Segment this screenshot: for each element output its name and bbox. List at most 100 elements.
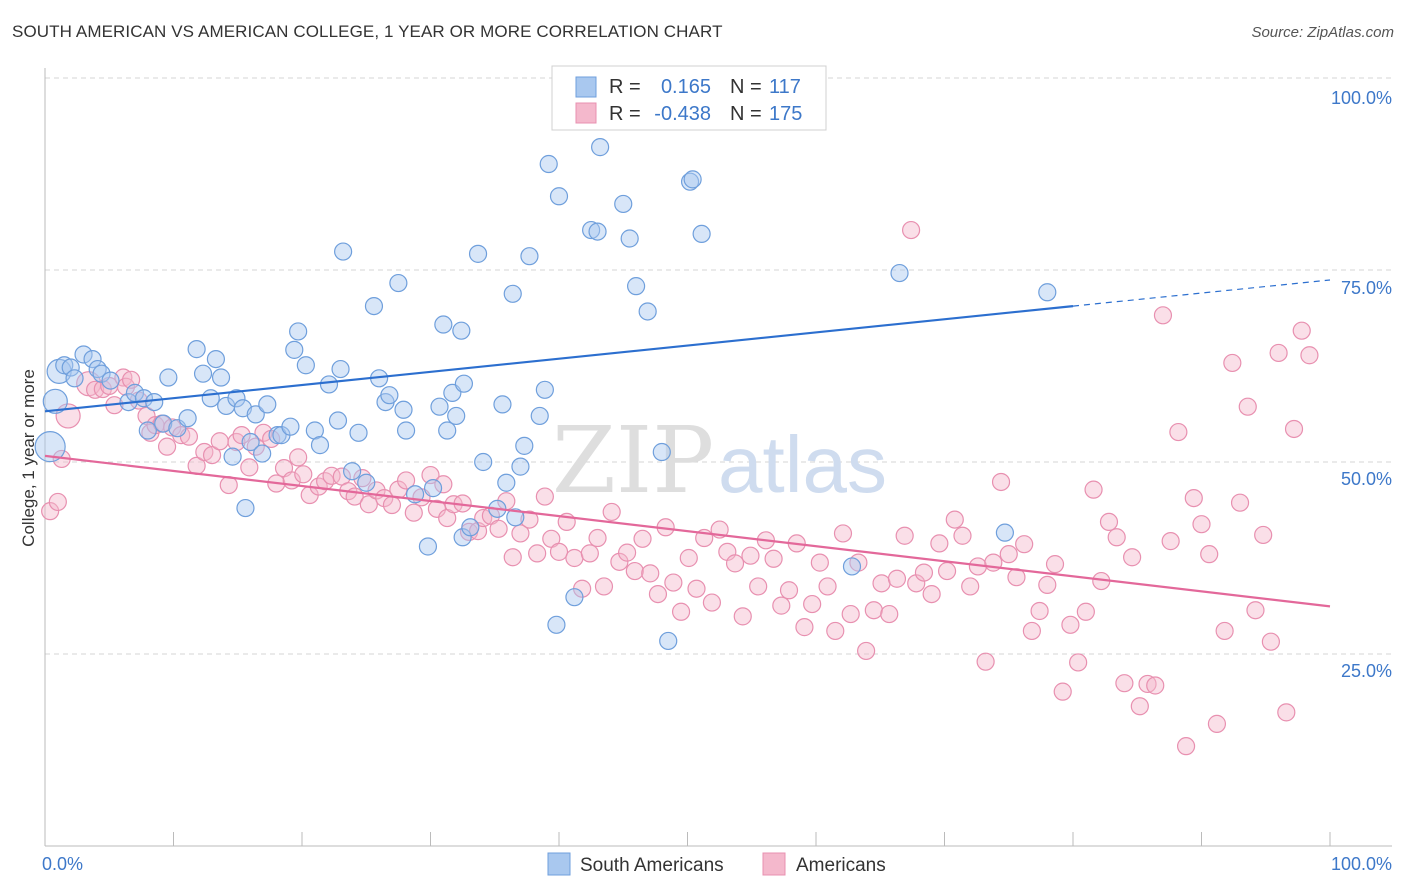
south-americans-point (454, 374, 474, 393)
americans-point (427, 499, 447, 518)
americans-point (725, 554, 745, 573)
south-americans-point (539, 154, 558, 174)
americans-point (687, 579, 706, 598)
south-americans-point (201, 389, 220, 408)
south-americans-point (246, 405, 265, 424)
americans-point (1261, 632, 1280, 651)
americans-point (210, 432, 229, 451)
series-legend: South Americans Americans (547, 852, 886, 876)
americans-point (1015, 535, 1034, 554)
americans-point (1138, 674, 1157, 694)
americans-point (1084, 480, 1103, 499)
americans-point (810, 553, 829, 572)
south-americans-point (652, 442, 671, 462)
americans-point (937, 561, 957, 581)
chart-title: SOUTH AMERICAN VS AMERICAN COLLEGE, 1 YE… (12, 22, 723, 41)
americans-point (953, 526, 972, 545)
watermark-zip: ZIP (552, 407, 714, 514)
americans-point (434, 475, 453, 494)
americans-point (549, 542, 569, 561)
legend-r-label-1: R = (609, 76, 641, 98)
americans-point (991, 472, 1011, 492)
americans-point (880, 604, 899, 624)
americans-point (826, 621, 845, 641)
series-legend-swatch-americans[interactable] (762, 852, 786, 876)
south-americans-point (349, 423, 368, 442)
americans-point (294, 465, 313, 484)
y-tick-label-25: 25.0% (1341, 661, 1392, 681)
americans-point (396, 471, 416, 490)
americans-point (795, 618, 814, 637)
americans-point (633, 529, 652, 548)
south-americans-point (83, 349, 102, 369)
americans-point (1107, 528, 1126, 547)
south-americans-point (468, 244, 488, 263)
americans-point (976, 652, 995, 671)
americans-trend-line (44, 454, 1331, 608)
americans-point (1238, 397, 1257, 416)
south-americans-points (34, 68, 1057, 651)
americans-point (1300, 346, 1319, 365)
south-americans-point (328, 411, 348, 430)
south-americans-point (187, 340, 206, 359)
south-americans-point (281, 417, 300, 436)
americans-point (764, 549, 783, 568)
south-americans-point (503, 284, 522, 303)
americans-point (914, 563, 934, 582)
y-tick-label-50: 50.0% (1341, 469, 1392, 489)
americans-point (404, 503, 423, 522)
south-americans-point (680, 172, 700, 191)
south-americans-point (227, 389, 246, 408)
americans-point (375, 488, 394, 508)
source-label: Source: ZipAtlas.com (1251, 24, 1394, 41)
south-americans-point (565, 588, 584, 607)
south-americans-point (452, 321, 471, 340)
americans-point (872, 574, 891, 593)
south-americans-point (34, 431, 66, 463)
south-americans-point (285, 340, 304, 359)
americans-point (1115, 674, 1134, 693)
americans-point (1246, 601, 1265, 620)
south-americans-point (1038, 283, 1057, 302)
americans-point (1022, 621, 1041, 641)
americans-point (232, 426, 251, 445)
legend-box (551, 65, 827, 131)
americans-point (1153, 306, 1173, 325)
south-americans-point (178, 409, 197, 428)
americans-point (833, 524, 853, 543)
south-americans-trend-extension (1072, 279, 1331, 307)
south-americans-point (241, 432, 260, 452)
south-americans-point (310, 436, 330, 455)
americans-point (322, 466, 341, 485)
americans-point (741, 546, 760, 565)
legend-r-label-2: R = (609, 103, 641, 125)
south-americans-point (223, 447, 242, 466)
series-legend-swatch-south-americans[interactable] (547, 852, 571, 876)
americans-point (565, 548, 584, 568)
americans-point (602, 502, 621, 522)
americans-point (749, 577, 768, 596)
americans-point (1184, 488, 1203, 508)
americans-point (1292, 321, 1311, 340)
south-americans-point (331, 359, 350, 379)
south-americans-point (434, 315, 453, 334)
south-americans-point (520, 247, 539, 266)
south-americans-point (145, 392, 164, 412)
americans-point (803, 594, 822, 614)
x-tick-label-max: 100.0% (1331, 854, 1392, 874)
americans-point (610, 552, 629, 571)
watermark: ZIP atlas (552, 407, 887, 514)
americans-point (511, 524, 530, 543)
series-legend-label-south-americans[interactable]: South Americans (580, 855, 724, 876)
series-legend-label-americans[interactable]: Americans (796, 855, 886, 876)
south-americans-point (453, 528, 472, 547)
south-americans-point (530, 406, 549, 426)
americans-point (961, 577, 980, 596)
americans-point (48, 492, 67, 512)
south-americans-point (418, 537, 438, 556)
americans-point (864, 601, 883, 620)
americans-point (489, 519, 508, 538)
south-americans-point (159, 368, 178, 387)
y-tick-label-75: 75.0% (1341, 278, 1392, 298)
americans-point (594, 577, 614, 596)
